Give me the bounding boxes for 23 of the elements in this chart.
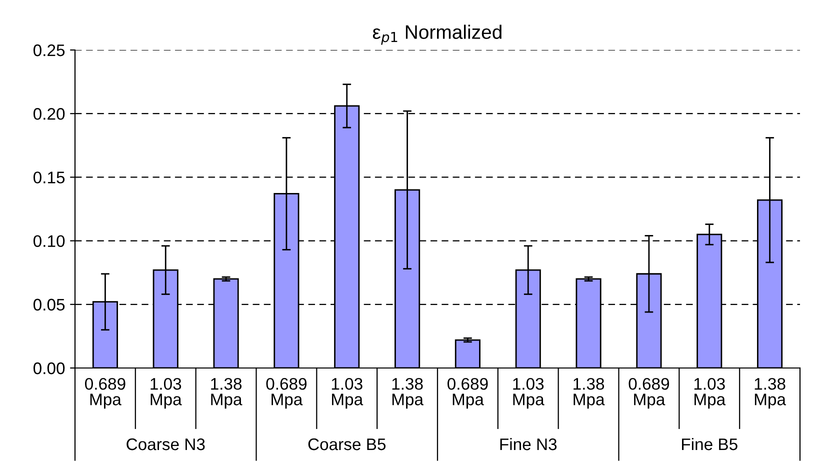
x-tick-label: 1.38 Mpa <box>392 378 424 409</box>
x-tick-label: 0.689 Mpa <box>628 378 670 409</box>
x-tick-label: 1.38 Mpa <box>211 378 242 409</box>
x-tick-label: 0.689 Mpa <box>448 378 488 409</box>
y-tick-label: 0.05 <box>33 298 65 311</box>
chart-title: ε$_{p1}$ Normalized <box>372 24 502 45</box>
text: Fine N3 <box>500 438 557 450</box>
x-tick-label: 1.03 Mpa <box>332 378 364 409</box>
text: Fine B5 <box>682 438 738 450</box>
y-tick-label: 0.00 <box>33 362 65 374</box>
x-tick-label: 1.03 Mpa <box>694 378 726 409</box>
x-tick-label: 1.38 Mpa <box>754 378 786 409</box>
text: Coarse B5 <box>308 438 386 450</box>
x-tick-label: 0.689 Mpa <box>266 378 307 409</box>
y-tick-label: 0.10 <box>33 235 65 248</box>
x-tick-label: 1.38 Mpa <box>574 378 605 409</box>
y-tick-label: 0.25 <box>33 44 65 56</box>
x-tick-label: 1.03 Mpa <box>513 378 544 409</box>
y-tick-label: 0.15 <box>33 172 65 184</box>
x-tick-label: 1.03 Mpa <box>150 378 182 409</box>
text: Coarse N3 <box>126 438 205 450</box>
x-tick-label: 0.689 Mpa <box>85 378 126 409</box>
y-tick-label: 0.20 <box>33 108 65 120</box>
